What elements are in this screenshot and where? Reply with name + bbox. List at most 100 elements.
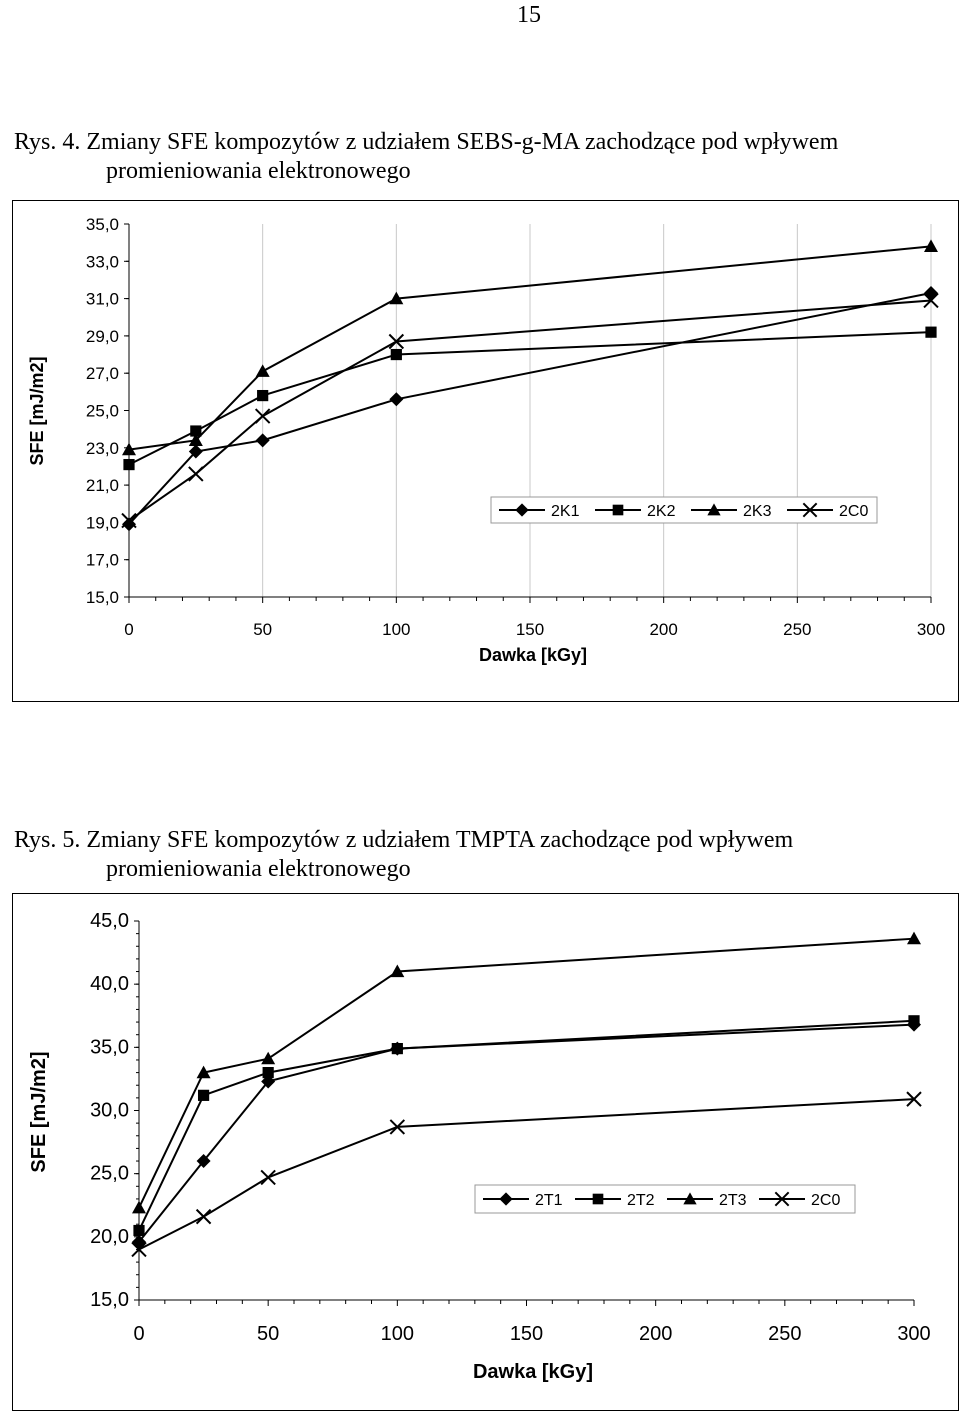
data-point xyxy=(132,1200,146,1214)
data-point xyxy=(389,1119,406,1135)
series-2K3 xyxy=(122,239,938,456)
data-point xyxy=(195,1208,212,1225)
data-point xyxy=(122,517,136,532)
x-tick-label: 0 xyxy=(133,1323,144,1345)
data-point xyxy=(132,1234,146,1249)
y-tick-label: 33,0 xyxy=(86,252,119,271)
data-point xyxy=(923,292,939,309)
chart-svg: 15,0 17,0 19,0 21,0 23,0 25,0 27,0 29,0 31,0 33,0… xyxy=(27,215,945,665)
data-point xyxy=(260,1169,276,1186)
data-point xyxy=(389,291,404,305)
chart-frame: 15,0 17,0 19,0 21,0 23,0 25,0 27,0 29,0 31,0 33,0… xyxy=(12,200,959,702)
data-point xyxy=(774,1191,790,1207)
data-point xyxy=(390,964,405,978)
data-point xyxy=(188,466,204,482)
y-tick-label: 45,0 xyxy=(90,910,129,932)
series-line xyxy=(138,937,915,1209)
x-tick-label: 100 xyxy=(381,1323,414,1345)
data-point xyxy=(389,392,404,407)
chart-frame: 15,0 20,0 25,0 30,0 35,0 40,0 45,0 0 50 100 150 200… xyxy=(12,893,959,1411)
caption-line: Rys. 5. Zmiany SFE kompozytów z udziałem… xyxy=(14,827,794,853)
y-tick-label: 19,0 xyxy=(86,513,119,532)
x-tick-label: 0 xyxy=(124,620,133,639)
data-point xyxy=(924,286,938,301)
legend: 2K1 2K2 2K3 2C0 xyxy=(490,496,878,524)
series-line xyxy=(138,1098,915,1251)
legend-label: 2T2 xyxy=(627,1192,655,1209)
legend-label: 2K1 xyxy=(551,503,580,520)
y-tick-label: 27,0 xyxy=(86,364,119,383)
legend-label: 2T1 xyxy=(535,1192,563,1209)
data-point xyxy=(190,425,202,437)
data-point xyxy=(133,1224,145,1237)
y-tick-label: 35,0 xyxy=(90,1036,129,1058)
series-2K2 xyxy=(123,326,937,471)
y-tick-label: 35,0 xyxy=(86,215,119,234)
data-point xyxy=(131,1241,147,1258)
page-number: 15 xyxy=(517,2,541,28)
series-2K1 xyxy=(122,286,938,532)
y-tick-label: 21,0 xyxy=(86,476,119,495)
x-axis-title: Dawka [kGy] xyxy=(479,645,587,665)
figure-caption: Rys. 5. Zmiany SFE kompozytów z udziałem… xyxy=(14,826,793,884)
y-tick-label: 20,0 xyxy=(90,1226,129,1248)
data-point xyxy=(906,1091,922,1107)
data-point xyxy=(391,1042,403,1055)
data-point xyxy=(188,444,203,459)
series-2T3 xyxy=(132,931,921,1214)
data-point xyxy=(254,408,271,424)
caption-line: Rys. 4. Zmiany SFE kompozytów z udziałem… xyxy=(14,129,839,155)
series-2C0 xyxy=(131,1091,922,1258)
caption-line: promieniowania elektronowego xyxy=(106,856,411,882)
x-axis-title: Dawka [kGy] xyxy=(473,1361,593,1383)
data-point xyxy=(197,1089,210,1101)
y-tick-label: 17,0 xyxy=(86,551,119,570)
x-tick-label: 200 xyxy=(649,620,677,639)
data-point xyxy=(515,503,529,517)
x-tick-label: 200 xyxy=(639,1323,672,1345)
data-point xyxy=(908,1015,920,1027)
legend-label: 2K3 xyxy=(743,503,772,520)
data-point xyxy=(121,512,137,529)
figure-caption: Rys. 4. Zmiany SFE kompozytów z udziałem… xyxy=(14,128,838,186)
legend-label: 2T3 xyxy=(719,1192,747,1209)
x-tick-label: 50 xyxy=(253,620,272,639)
series-2T1 xyxy=(132,1017,921,1249)
data-point xyxy=(196,1065,211,1079)
legend-label: 2K2 xyxy=(647,503,676,520)
x-tick-label: 250 xyxy=(783,620,811,639)
y-tick-label: 30,0 xyxy=(90,1100,129,1122)
y-axis-title: SFE [mJ/m2] xyxy=(28,1051,50,1172)
legend-label: 2C0 xyxy=(811,1192,840,1209)
y-tick-label: 31,0 xyxy=(86,290,119,309)
x-tick-label: 250 xyxy=(768,1323,801,1345)
legend: 2T1 2T2 2T3 2C0 xyxy=(474,1184,856,1214)
x-tick-label: 150 xyxy=(516,620,544,639)
y-tick-label: 15,0 xyxy=(86,588,119,607)
data-point xyxy=(255,364,270,377)
y-tick-label: 25,0 xyxy=(86,402,119,421)
data-point xyxy=(683,1192,697,1205)
data-point xyxy=(261,1051,276,1065)
data-point xyxy=(612,504,624,516)
chart-svg: 15,0 20,0 25,0 30,0 35,0 40,0 45,0 0 50 100 150 200… xyxy=(28,910,931,1383)
data-point xyxy=(592,1193,604,1205)
y-tick-label: 29,0 xyxy=(86,327,119,346)
y-tick-label: 25,0 xyxy=(90,1163,129,1185)
data-point xyxy=(925,326,937,338)
caption-line: promieniowania elektronowego xyxy=(106,158,411,184)
series-2C0 xyxy=(121,292,939,529)
data-point xyxy=(924,239,938,252)
x-tick-label: 50 xyxy=(257,1323,279,1345)
series-2T2 xyxy=(133,1015,920,1237)
data-point xyxy=(255,433,270,448)
data-point xyxy=(707,503,721,516)
x-tick-label: 300 xyxy=(897,1323,930,1345)
data-point xyxy=(122,442,136,456)
y-tick-label: 23,0 xyxy=(86,439,119,458)
y-axis-title: SFE [mJ/m2] xyxy=(27,356,47,465)
y-tick-label: 40,0 xyxy=(90,973,129,995)
data-point xyxy=(123,458,135,471)
legend-label: 2C0 xyxy=(839,503,868,520)
data-point xyxy=(196,1154,211,1169)
